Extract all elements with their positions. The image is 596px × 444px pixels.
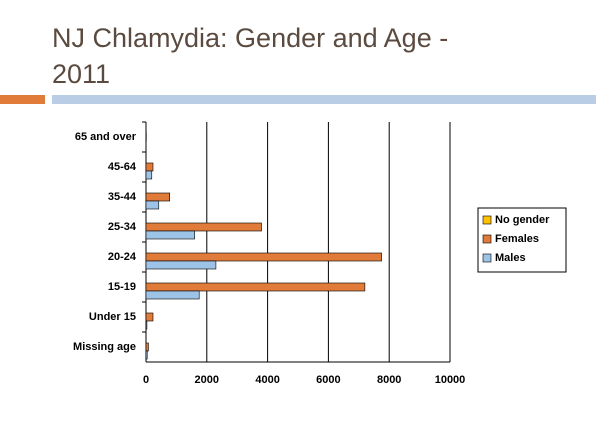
bar: [145, 222, 262, 232]
bar: [145, 170, 153, 180]
bar: [145, 252, 382, 262]
y-tick-label: Under 15: [89, 311, 136, 323]
bar: [145, 230, 195, 240]
legend-label: Males: [495, 252, 526, 264]
bar: [145, 312, 154, 322]
legend-box: [477, 207, 567, 273]
slide-title: NJ Chlamydia: Gender and Age - 2011: [52, 23, 449, 89]
y-tick-label: 45-64: [108, 161, 137, 173]
legend-label: Females: [495, 233, 539, 245]
y-tick-label: 15-19: [108, 281, 136, 293]
bar: [145, 342, 149, 352]
bar: [145, 290, 200, 300]
y-tick-label: 35-44: [108, 191, 137, 203]
bar: [145, 200, 160, 210]
x-tick-label: 6000: [316, 374, 340, 386]
x-tick-label: 4000: [255, 374, 279, 386]
legend-label: No gender: [495, 214, 550, 226]
legend-swatch: [482, 253, 492, 263]
accent-strip: [52, 95, 596, 104]
y-tick-label: Missing age: [73, 341, 136, 353]
x-tick-label: 2000: [195, 374, 219, 386]
x-tick-label: 0: [143, 374, 149, 386]
bar: [145, 320, 148, 330]
legend-swatch: [482, 215, 492, 225]
y-tick-label: 25-34: [108, 221, 137, 233]
bar: [145, 282, 366, 292]
x-tick-label: 8000: [377, 374, 401, 386]
bar: [145, 192, 171, 202]
x-tick-label: 10000: [435, 374, 466, 386]
legend-swatch: [482, 234, 492, 244]
y-tick-label: 20-24: [108, 251, 137, 263]
bar: [145, 350, 148, 360]
bar: [145, 260, 217, 270]
accent-bar: [0, 95, 45, 104]
y-tick-label: 65 and over: [75, 131, 137, 143]
bar: [145, 162, 154, 172]
